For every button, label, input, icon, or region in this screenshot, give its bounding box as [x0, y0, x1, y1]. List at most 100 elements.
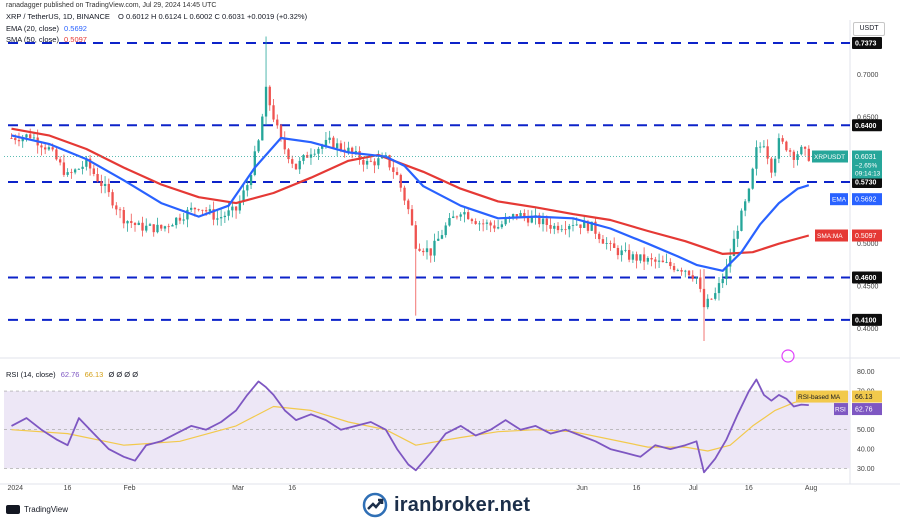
candle-body: [216, 218, 219, 220]
ema-value-text: 0.5692: [855, 197, 877, 204]
candle-body: [212, 209, 215, 220]
candle-body: [556, 225, 560, 231]
sma-value-text: 0.5097: [855, 233, 877, 240]
candle-body: [579, 224, 582, 228]
symbol-tag-text: XRPUSDT: [814, 154, 845, 161]
candle-body: [571, 225, 575, 227]
rsi-legend[interactable]: RSI (14, close) 62.76 66.13 Ø Ø Ø Ø: [6, 370, 138, 380]
candle-body: [425, 248, 429, 253]
last-price-change: −2.65%: [855, 163, 877, 170]
candle-body: [171, 225, 174, 227]
candle-body: [766, 146, 769, 159]
candle-body: [796, 154, 799, 160]
candle-body: [642, 254, 646, 262]
candle-body: [137, 222, 140, 225]
ema-legend[interactable]: EMA (20, close) 0.5692: [6, 24, 87, 34]
price-tick-label: 0.4500: [857, 284, 879, 291]
candle-body: [85, 158, 88, 167]
rsi-tick-label: 50.00: [857, 427, 875, 434]
candle-body: [669, 261, 672, 267]
candle-body: [365, 160, 369, 165]
candle-body: [680, 270, 683, 272]
candle-body: [246, 185, 249, 191]
candle-body: [616, 247, 620, 256]
tradingview-logo-icon: [6, 505, 20, 514]
candle-body: [485, 222, 489, 224]
rsi-name-text: RSI: [835, 407, 846, 414]
candle-body: [661, 260, 664, 263]
symbol-line[interactable]: XRP / TetherUS, 1D, BINANCE: [6, 12, 110, 21]
candle-body: [422, 250, 425, 253]
candle-body: [156, 224, 159, 233]
candle-body: [598, 233, 601, 240]
sma-value-tag: [852, 229, 882, 242]
candle-body: [328, 137, 331, 140]
candle-body: [474, 221, 477, 224]
candle-body: [17, 140, 21, 142]
rsi-ma-name-text: RSI-based MA: [798, 394, 841, 401]
publisher-credit: ranadagger published on TradingView.com,…: [6, 2, 217, 9]
sma-legend[interactable]: SMA (50, close) 0.5097: [6, 35, 87, 45]
sma-50-line: [11, 127, 810, 255]
rsi-ma-name-tag: [796, 390, 848, 403]
time-tick-label: Feb: [124, 485, 136, 492]
candle-body: [51, 147, 54, 150]
candle-body: [459, 214, 462, 217]
candle-body: [665, 261, 668, 263]
brand-text: iranbroker.net: [394, 493, 531, 516]
candle-body: [204, 210, 208, 212]
candle-body: [541, 218, 545, 225]
rsi-tick-label: 30.00: [857, 466, 875, 473]
candle-body: [294, 163, 298, 170]
candle-body: [646, 257, 650, 262]
candle-body: [92, 168, 96, 175]
ema-name-text: EMA: [832, 197, 847, 204]
rsi-ma-value-tag: [852, 390, 882, 403]
candle-body: [590, 221, 593, 231]
ema-value-tag: [852, 193, 882, 206]
time-tick-label: Jun: [576, 485, 587, 492]
candle-body: [242, 190, 245, 201]
candle-body: [238, 200, 241, 211]
tradingview-logo[interactable]: TradingView: [6, 505, 68, 514]
candle-body: [470, 219, 474, 222]
brand-chart-icon: [362, 492, 388, 518]
watermark-brand: iranbroker.net: [362, 492, 530, 518]
tradingview-logo-text: TradingView: [24, 505, 69, 514]
time-tick-label: 2024: [7, 485, 23, 492]
replay-icon[interactable]: [781, 349, 795, 363]
candle-body: [650, 257, 653, 260]
candle-body: [747, 188, 751, 202]
candle-body: [96, 174, 99, 182]
level-tag-text: 0.4100: [855, 317, 877, 324]
candle-body: [586, 221, 590, 231]
candle-body: [107, 183, 110, 193]
candle-body: [575, 224, 578, 226]
candle-body: [624, 249, 627, 251]
candle-body: [126, 221, 129, 224]
candle-body: [657, 260, 661, 262]
candle-body: [227, 210, 230, 216]
candle-body: [313, 153, 316, 155]
candle-body: [481, 223, 485, 225]
level-tag-text: 0.4600: [855, 275, 877, 282]
candle-body: [672, 266, 676, 271]
candle-body: [29, 134, 32, 139]
candle-body: [377, 158, 380, 166]
candle-body: [272, 105, 275, 120]
candle-body: [620, 250, 623, 256]
candle-body: [699, 277, 702, 289]
candle-body: [276, 119, 279, 126]
level-tag-0.4100: [852, 313, 882, 326]
symbol-header: XRP / TetherUS, 1D, BINANCE O 0.6012 H 0…: [6, 12, 307, 22]
candle-body: [58, 159, 62, 163]
time-tick-label: 16: [633, 485, 641, 492]
rsi-value-text: 62.76: [855, 407, 873, 414]
candle-body: [560, 229, 563, 231]
candle-body: [10, 137, 13, 139]
candle-body: [32, 137, 36, 139]
currency-button[interactable]: USDT: [853, 22, 885, 36]
candle-body: [691, 275, 694, 279]
candle-body: [66, 172, 69, 175]
